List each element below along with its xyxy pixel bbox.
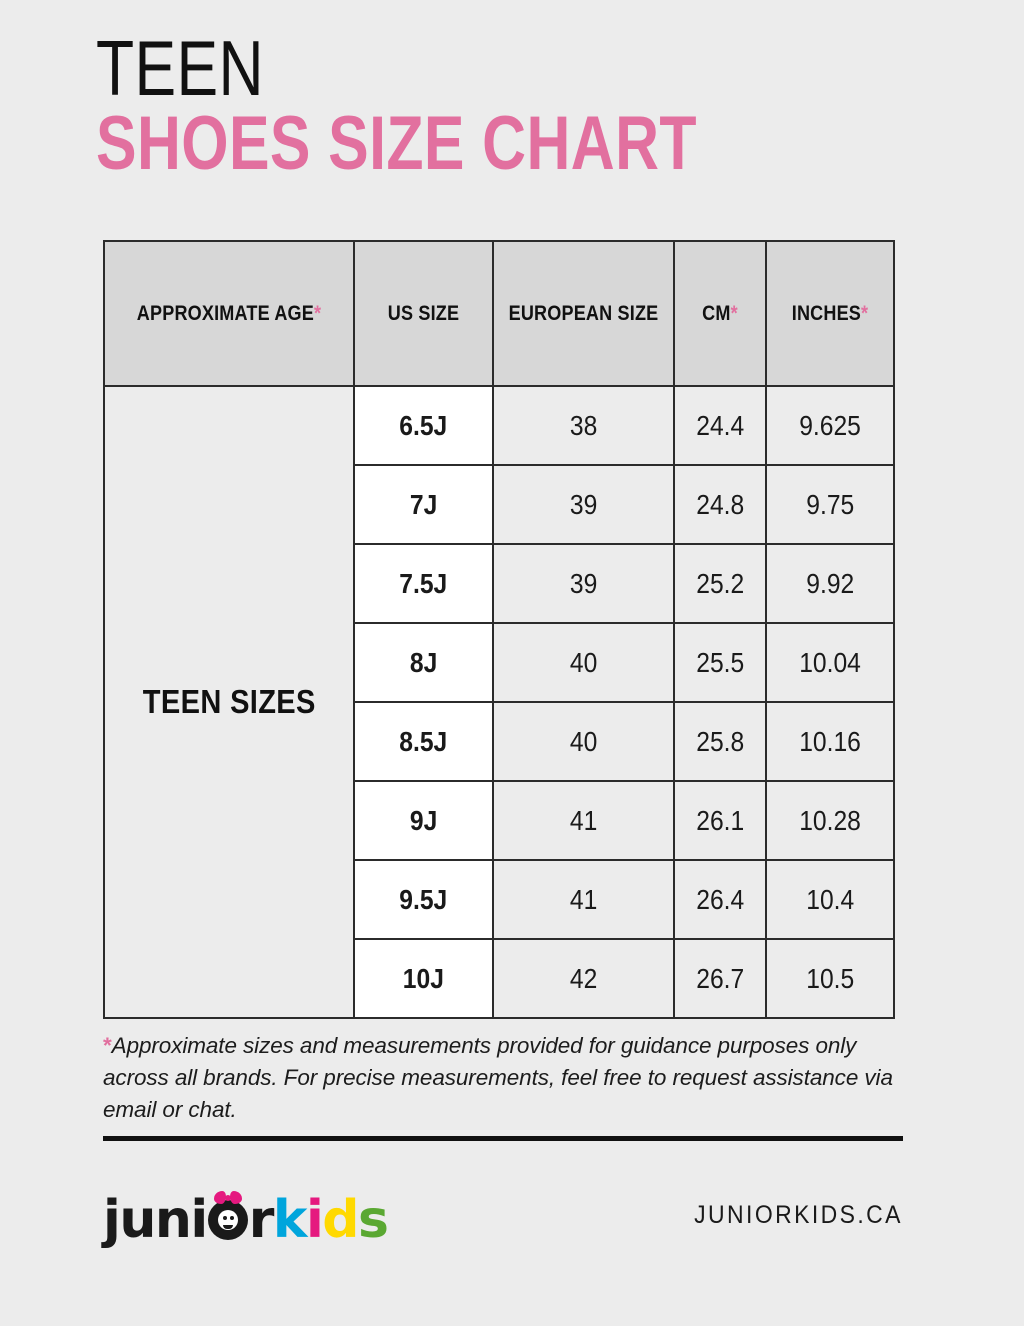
cell-cm: 26.1 bbox=[673, 780, 767, 861]
footnote-star-cm: * bbox=[730, 301, 738, 325]
cell-us-size: 9.5J bbox=[353, 859, 494, 940]
footer: juni r k i d s JUNIORKIDS.CA bbox=[103, 1185, 903, 1265]
footnote-star-inches: * bbox=[861, 301, 869, 325]
column-header-us-size: US SIZE bbox=[353, 240, 494, 387]
column-header-european-size-label: EUROPEAN SIZE bbox=[508, 301, 659, 325]
cell-cm: 25.5 bbox=[673, 622, 767, 703]
table-row: 9J 41 26.1 10.28 bbox=[104, 780, 895, 861]
column-header-us-size-label: US SIZE bbox=[387, 301, 460, 325]
column-header-inches-label: INCHES bbox=[791, 301, 862, 325]
footnote-star-age: * bbox=[313, 301, 322, 325]
cell-inches: 9.625 bbox=[765, 385, 895, 466]
cell-us-size: 10J bbox=[353, 938, 494, 1019]
footnote-star: * bbox=[103, 1033, 112, 1058]
logo-o-face-icon bbox=[207, 1191, 248, 1240]
cell-us-size: 8J bbox=[353, 622, 494, 703]
column-header-approximate-age-label: APPROXIMATE AGE bbox=[136, 301, 314, 325]
logo-o-eye-right bbox=[229, 1216, 234, 1220]
cell-cm: 25.2 bbox=[673, 543, 767, 624]
logo-text-d: d bbox=[322, 1190, 359, 1250]
cell-european-size: 39 bbox=[492, 543, 675, 624]
logo-bow-left bbox=[213, 1191, 226, 1204]
cell-european-size: 40 bbox=[492, 622, 675, 703]
cell-us-size: 8.5J bbox=[353, 701, 494, 782]
cell-european-size: 40 bbox=[492, 701, 675, 782]
logo-text-juni: juni bbox=[103, 1190, 208, 1250]
size-chart-table: APPROXIMATE AGE* US SIZE EUROPEAN SIZE C… bbox=[103, 240, 895, 1019]
column-header-cm: CM* bbox=[673, 240, 767, 387]
cell-cm: 24.8 bbox=[673, 464, 767, 545]
column-header-inches: INCHES* bbox=[765, 240, 895, 387]
table-row: 10J 42 26.7 10.5 bbox=[104, 938, 895, 1019]
footnote-text: Approximate sizes and measurements provi… bbox=[103, 1033, 893, 1122]
cell-cm: 25.8 bbox=[673, 701, 767, 782]
column-header-cm-label: CM bbox=[702, 301, 731, 325]
logo-text-s: s bbox=[358, 1190, 389, 1250]
cell-inches: 10.16 bbox=[765, 701, 895, 782]
cell-us-size: 6.5J bbox=[353, 385, 494, 466]
cell-european-size: 41 bbox=[492, 859, 675, 940]
footnote: *Approximate sizes and measurements prov… bbox=[103, 1030, 903, 1126]
cell-inches: 9.75 bbox=[765, 464, 895, 545]
juniorkids-logo[interactable]: juni r k i d s bbox=[103, 1185, 389, 1255]
table-header: APPROXIMATE AGE* US SIZE EUROPEAN SIZE C… bbox=[103, 240, 895, 387]
title-line-teen: TEEN bbox=[96, 24, 265, 112]
cell-cm: 24.4 bbox=[673, 385, 767, 466]
cell-european-size: 38 bbox=[492, 385, 675, 466]
cell-inches: 10.5 bbox=[765, 938, 895, 1019]
logo-o-eye-left bbox=[222, 1216, 227, 1220]
cell-inches: 10.28 bbox=[765, 780, 895, 861]
cell-us-size: 7J bbox=[353, 464, 494, 545]
age-group-label: TEEN SIZES bbox=[142, 683, 316, 720]
cell-inches: 9.92 bbox=[765, 543, 895, 624]
cell-us-size: 7.5J bbox=[353, 543, 494, 624]
table-row: 9.5J 41 26.4 10.4 bbox=[104, 859, 895, 940]
logo-o-mouth bbox=[222, 1225, 233, 1229]
table-body: TEEN SIZES 6.5J 38 24.4 9.625 7J 39 24.8… bbox=[103, 385, 895, 1019]
table-row: 7J 39 24.8 9.75 bbox=[104, 464, 895, 545]
table-header-row: APPROXIMATE AGE* US SIZE EUROPEAN SIZE C… bbox=[103, 240, 895, 387]
cell-inches: 10.04 bbox=[765, 622, 895, 703]
logo-bow-icon bbox=[213, 1191, 242, 1205]
age-group-cell: TEEN SIZES bbox=[103, 385, 355, 1019]
logo-text-i: i bbox=[305, 1190, 324, 1250]
column-header-european-size: EUROPEAN SIZE bbox=[492, 240, 675, 387]
logo-text-k: k bbox=[272, 1190, 308, 1250]
table-row: 7.5J 39 25.2 9.92 bbox=[104, 543, 895, 624]
cell-us-size: 9J bbox=[353, 780, 494, 861]
logo-bow-right bbox=[229, 1191, 242, 1204]
page-title: TEEN SHOES SIZE CHART bbox=[96, 24, 936, 186]
cell-cm: 26.7 bbox=[673, 938, 767, 1019]
column-header-approximate-age: APPROXIMATE AGE* bbox=[103, 240, 355, 387]
title-line-shoes-size-chart: SHOES SIZE CHART bbox=[96, 100, 697, 186]
site-url[interactable]: JUNIORKIDS.CA bbox=[694, 1201, 903, 1229]
cell-european-size: 41 bbox=[492, 780, 675, 861]
size-chart-table-wrapper: APPROXIMATE AGE* US SIZE EUROPEAN SIZE C… bbox=[103, 240, 895, 1019]
table-row: TEEN SIZES 6.5J 38 24.4 9.625 bbox=[103, 385, 895, 1019]
cell-european-size: 39 bbox=[492, 464, 675, 545]
logo-bow-knot bbox=[224, 1195, 231, 1201]
cell-cm: 26.4 bbox=[673, 859, 767, 940]
table-row: 8J 40 25.5 10.04 bbox=[104, 622, 895, 703]
cell-inches: 10.4 bbox=[765, 859, 895, 940]
table-row: 8.5J 40 25.8 10.16 bbox=[104, 701, 895, 782]
logo-text-r: r bbox=[248, 1190, 275, 1250]
cell-european-size: 42 bbox=[492, 938, 675, 1019]
footer-divider bbox=[103, 1136, 903, 1141]
